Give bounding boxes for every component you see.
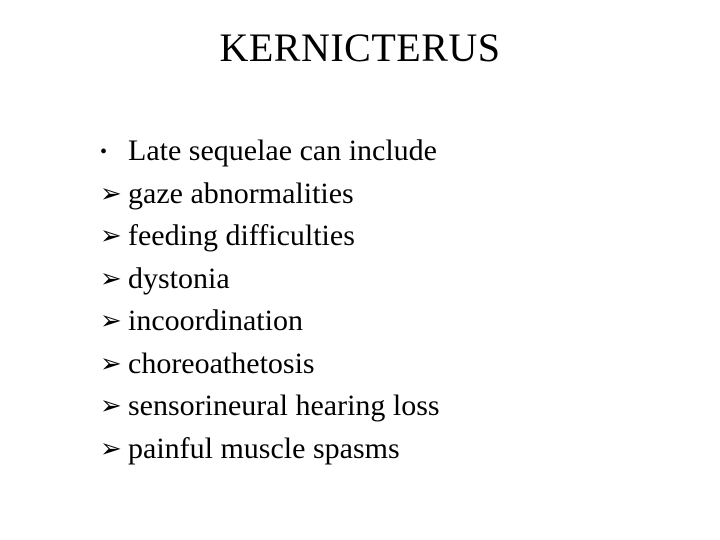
bullet-arrow-icon: ➢ [100, 431, 128, 466]
slide-title: KERNICTERUS [60, 24, 660, 71]
list-item-text: gaze abnormalities [128, 174, 660, 215]
bullet-arrow-icon: ➢ [100, 261, 128, 296]
bullet-arrow-icon: ➢ [100, 388, 128, 423]
list-item-text: incoordination [128, 301, 660, 342]
list-item: ➢ sensorineural hearing loss [100, 386, 660, 427]
list-item-text: sensorineural hearing loss [128, 386, 660, 427]
list-item: ➢ gaze abnormalities [100, 174, 660, 215]
list-item: ➢ feeding difficulties [100, 216, 660, 257]
bullet-arrow-icon: ➢ [100, 218, 128, 253]
list-item: ➢ choreoathetosis [100, 344, 660, 385]
list-item: ➢ incoordination [100, 301, 660, 342]
list-item-text: Late sequelae can include [128, 131, 660, 172]
list-item-text: dystonia [128, 259, 660, 300]
list-item: ➢ dystonia [100, 259, 660, 300]
bullet-arrow-icon: ➢ [100, 346, 128, 381]
bullet-arrow-icon: ➢ [100, 176, 128, 211]
list-item-text: painful muscle spasms [128, 429, 660, 470]
list-item: ➢ painful muscle spasms [100, 429, 660, 470]
slide-content: • Late sequelae can include ➢ gaze abnor… [60, 131, 660, 469]
list-item-text: choreoathetosis [128, 344, 660, 385]
list-item: • Late sequelae can include [100, 131, 660, 172]
bullet-dot-icon: • [100, 133, 128, 171]
bullet-arrow-icon: ➢ [100, 303, 128, 338]
list-item-text: feeding difficulties [128, 216, 660, 257]
